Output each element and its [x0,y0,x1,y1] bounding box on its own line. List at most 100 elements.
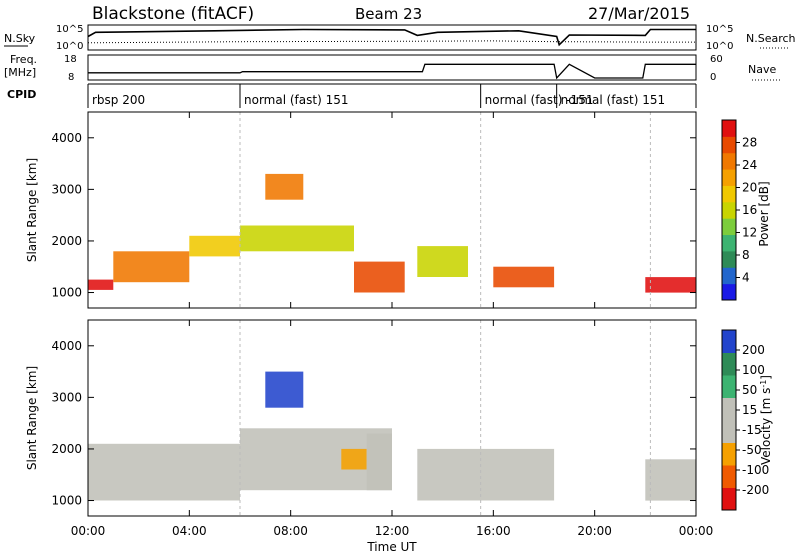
noise-lines [87,28,696,47]
velocity-heatmap [88,320,696,516]
colorbar-swatch [722,487,736,511]
cpid-label: CPID [7,88,36,101]
y-tick-label: 4000 [51,131,82,145]
cpid-segment-label: normal (fast) 151 [244,93,348,107]
colorbar-tick-label: -15 [742,423,762,437]
freq-left-tick-bottom: 8 [68,72,74,83]
colorbar-tick-label: 12 [742,226,757,240]
heatmap-cell [493,266,555,288]
colorbar-swatch [722,442,736,466]
colorbar-tick-label: -100 [742,463,769,477]
y-tick-label: 2000 [51,442,82,456]
freq-left-tick-top: 18 [64,54,77,65]
colorbar-tick-label: 20 [742,181,757,195]
cpid-segment-label: rbsp 200 [92,93,145,107]
x-tick-label: 00:00 [679,524,714,538]
noise-right-tick-bottom: 10^0 [706,41,733,52]
colorbar-swatch [722,185,736,203]
colorbar-swatch [722,218,736,236]
velocity-colorbar: 200 100 50 15 -15 -50 -100 -200 [721,329,769,511]
power-yticks: 1000 2000 3000 4000 [51,131,696,300]
colorbar-swatch [722,283,736,301]
x-axis: 00:00 04:00 08:00 12:00 16:00 20:00 00:00 [71,112,714,538]
freq-frame [87,54,697,81]
cpid-segment-label: normal (fast) 151 [561,93,665,107]
freq-panel: Freq. [MHz] 18 8 60 0 Nave [4,53,780,83]
noise-left-tick-top: 10^5 [56,24,83,35]
colorbar-tick-label: 4 [742,271,750,285]
colorbar-tick-label: 100 [742,363,765,377]
noise-series-sky [87,28,696,47]
colorbar-swatch [722,120,736,137]
y-tick-label: 2000 [51,234,82,248]
colorbar-swatch [722,169,736,186]
x-tick-label: 04:00 [172,524,207,538]
noise-series-search [87,40,696,44]
cpid-panel: CPID rbsp 200 normal (fast) 151 normal (fa… [7,83,697,108]
heatmap-cell [265,173,304,200]
colorbar-swatch [722,234,736,252]
freq-label-1: Freq. [10,53,37,66]
heatmap-cell [366,433,392,491]
colorbar-swatch [722,465,736,488]
heatmap-cell [240,428,392,491]
colorbar-tick-label: 200 [742,343,765,357]
colorbar-tick-label: -200 [742,483,769,497]
colorbar-swatch [722,201,736,219]
freq-right-tick-top: 60 [710,54,723,65]
heatmap-cell [240,225,354,252]
heatmap-cell [417,448,555,501]
heatmap-cell [645,459,696,501]
noise-left-tick-bottom: 10^0 [56,41,83,52]
noise-right-label: N.Search [746,32,796,45]
heatmap-cell [645,277,696,293]
y-tick-label: 3000 [51,390,82,404]
station-title: Blackstone (fitACF) [92,4,254,24]
y-tick-label: 1000 [51,286,82,300]
colorbar-tick-label: 8 [742,248,750,262]
noise-panel: N.Sky 10^5 10^0 10^5 10^0 N.Search [4,24,796,52]
colorbar-swatch [722,397,736,421]
velocity-yticks: 1000 2000 3000 4000 [51,339,696,508]
colorbar-tick-label: 24 [742,158,757,172]
colorbar-swatch [722,267,736,285]
power-ylabel: Slant Range [km] [25,158,39,262]
colorbar-tick-label: -50 [742,443,762,457]
freq-label-2: [MHz] [4,66,36,79]
power-heatmap [88,112,696,308]
colorbar-tick-label: 16 [742,203,757,217]
y-tick-label: 3000 [51,182,82,196]
cpid-segment-label: normal (fast) -151 [485,93,594,107]
cpid-segments: rbsp 200 normal (fast) 151 normal (fast) -… [92,84,665,108]
colorbar-swatch [722,420,736,443]
y-tick-label: 1000 [51,494,82,508]
x-tick-label: 08:00 [273,524,308,538]
heatmap-cell [88,279,114,290]
colorbar-tick-label: 28 [742,136,757,150]
heatmap-cell [265,371,304,408]
heatmap-cell [354,261,405,293]
colorbar-swatch [722,250,736,268]
velocity-ylabel: Slant Range [km] [25,366,39,470]
y-tick-label: 4000 [51,339,82,353]
freq-right-tick-bottom: 0 [710,72,716,83]
heatmap-cell [113,251,190,283]
noise-frame [87,24,697,51]
power-colorbar: 28 24 20 16 12 8 4 [721,119,757,301]
noise-right-tick-top: 10^5 [706,24,733,35]
colorbar-swatch [722,152,736,170]
date-title: 27/Mar/2015 [588,4,690,23]
colorbar-tick-label: 50 [742,383,757,397]
heatmap-cell [189,235,240,257]
colorbar-swatch [722,330,736,353]
colorbar-swatch [722,136,736,154]
freq-lines [88,63,696,80]
noise-left-label: N.Sky [4,32,36,45]
colorbar-swatch [722,375,736,398]
x-tick-label: 20:00 [577,524,612,538]
heatmap-cell [88,443,240,501]
velocity-panel: 1000 2000 3000 4000 Slant Range [km] 200 100… [25,319,773,517]
heatmap-cell [417,246,468,277]
power-colorbar-label: Power [dB] [757,181,771,246]
